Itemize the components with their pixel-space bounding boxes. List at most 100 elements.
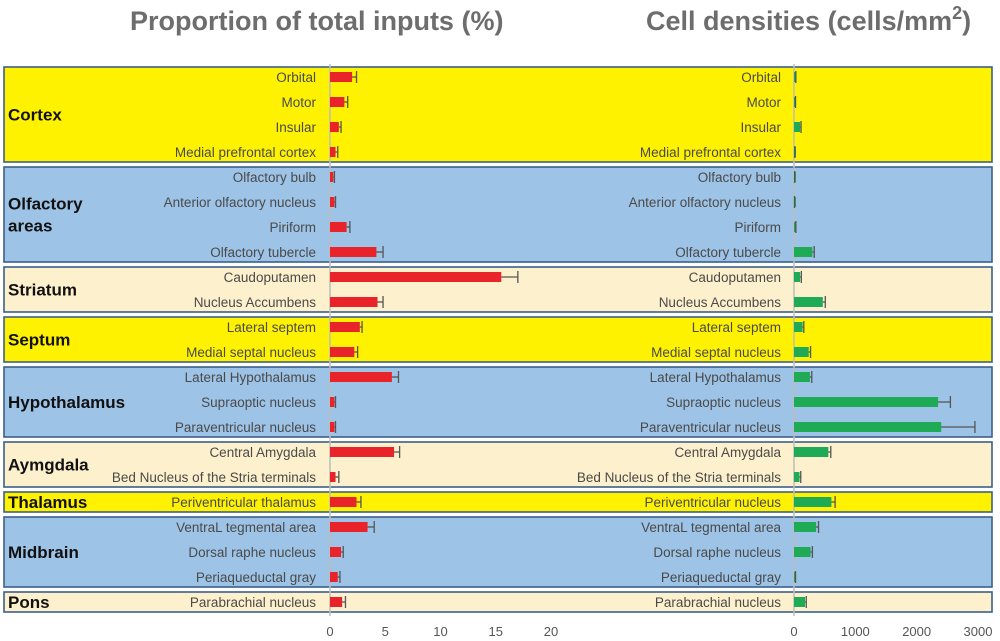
bar xyxy=(794,122,801,132)
category-label: Lateral Hypothalamus xyxy=(185,370,317,385)
category-label: Nucleus Accumbens xyxy=(194,295,317,310)
chart-title-densities: Cell densities (cells/mm2) xyxy=(646,3,971,36)
category-label: Piriform xyxy=(270,220,317,235)
title-main: Cell densities (cells/mm xyxy=(646,6,952,36)
category-label: Periventricular thalamus xyxy=(171,495,316,510)
group-box-1 xyxy=(3,166,993,263)
group-name: areas xyxy=(8,217,52,236)
bar xyxy=(794,497,832,507)
category-label: Dorsal raphe nucleus xyxy=(653,545,781,560)
category-label: Orbital xyxy=(276,70,316,85)
category-label: Caudoputamen xyxy=(689,270,781,285)
title-close: ) xyxy=(962,6,971,36)
x-tick-label: 0 xyxy=(326,624,333,639)
bar xyxy=(794,297,823,307)
category-label: Bed Nucleus of the Stria terminals xyxy=(577,470,781,485)
category-label: Insular xyxy=(275,120,316,135)
group-name: Cortex xyxy=(8,106,62,125)
group-box-7 xyxy=(3,516,993,588)
bar xyxy=(794,597,806,607)
bar xyxy=(794,472,800,482)
chart-title-inputs: Proportion of total inputs (%) xyxy=(130,6,503,36)
bar xyxy=(794,447,829,457)
category-label: Supraoptic nucleus xyxy=(201,395,316,410)
category-label: VentraL tegmental area xyxy=(641,520,781,535)
bar xyxy=(330,122,339,132)
category-label: Orbital xyxy=(741,70,781,85)
bar xyxy=(794,322,803,332)
bar xyxy=(794,547,811,557)
bar xyxy=(794,372,810,382)
bar xyxy=(330,597,343,607)
group-name: Thalamus xyxy=(8,493,87,512)
bar xyxy=(330,347,355,357)
category-label: Medial prefrontal cortex xyxy=(175,145,316,160)
bar xyxy=(330,397,335,407)
group-name: Striatum xyxy=(8,281,77,300)
group-box-6 xyxy=(3,491,993,513)
x-tick-label: 20 xyxy=(544,624,558,639)
bar xyxy=(794,247,813,257)
category-label: Medial septal nucleus xyxy=(651,345,781,360)
category-label: Medial septal nucleus xyxy=(186,345,316,360)
bar xyxy=(330,97,345,107)
bar xyxy=(330,422,335,432)
bar xyxy=(330,497,357,507)
bar xyxy=(330,297,378,307)
category-label: Motor xyxy=(746,95,781,110)
category-label: Insular xyxy=(740,120,781,135)
bar xyxy=(330,572,338,582)
category-label: Nucleus Accumbens xyxy=(659,295,782,310)
category-label: VentraL tegmental area xyxy=(176,520,316,535)
bar xyxy=(794,347,809,357)
bar xyxy=(330,247,377,257)
category-label: Anterior olfactory nucleus xyxy=(164,195,317,210)
category-label: Motor xyxy=(281,95,316,110)
group-name: Pons xyxy=(8,593,50,612)
bar xyxy=(330,447,395,457)
x-tick-label: 0 xyxy=(790,624,797,639)
bar xyxy=(330,372,392,382)
bar xyxy=(330,222,347,232)
category-label: Olfactory tubercle xyxy=(210,245,316,260)
group-name: Hypothalamus xyxy=(8,393,125,412)
bar xyxy=(794,72,796,82)
bar xyxy=(794,522,817,532)
category-label: Paraventricular nucleus xyxy=(640,420,781,435)
bar xyxy=(794,222,796,232)
bar xyxy=(794,422,942,432)
x-tick-label: 15 xyxy=(489,624,503,639)
category-label: Olfactory bulb xyxy=(698,170,781,185)
category-label: Periaqueductal gray xyxy=(196,570,316,585)
category-label: Paraventricular nucleus xyxy=(175,420,316,435)
category-label: Supraoptic nucleus xyxy=(666,395,781,410)
category-label: Parabrachial nucleus xyxy=(190,595,316,610)
x-tick-label: 5 xyxy=(382,624,389,639)
category-label: Parabrachial nucleus xyxy=(655,595,781,610)
x-tick-label: 1000 xyxy=(841,624,870,639)
bar xyxy=(330,197,335,207)
category-label: Central Amygdala xyxy=(209,445,316,460)
group-name: Septum xyxy=(8,331,70,350)
category-label: Periaqueductal gray xyxy=(661,570,781,585)
bar xyxy=(330,272,502,282)
bar xyxy=(330,547,342,557)
bar xyxy=(794,397,939,407)
bar xyxy=(330,322,360,332)
category-label: Olfactory tubercle xyxy=(675,245,781,260)
group-box-0 xyxy=(3,66,993,163)
bar xyxy=(794,272,801,282)
x-tick-label: 3000 xyxy=(964,624,993,639)
group-box-3 xyxy=(3,316,993,363)
category-label: Lateral Hypothalamus xyxy=(650,370,782,385)
category-label: Medial prefrontal cortex xyxy=(640,145,781,160)
bar xyxy=(330,522,368,532)
x-tick-label: 10 xyxy=(433,624,447,639)
group-box-8 xyxy=(3,591,993,613)
category-label: Olfactory bulb xyxy=(233,170,316,185)
category-label: Anterior olfactory nucleus xyxy=(629,195,782,210)
bar xyxy=(330,172,334,182)
category-label: Periventricular nucleus xyxy=(644,495,781,510)
